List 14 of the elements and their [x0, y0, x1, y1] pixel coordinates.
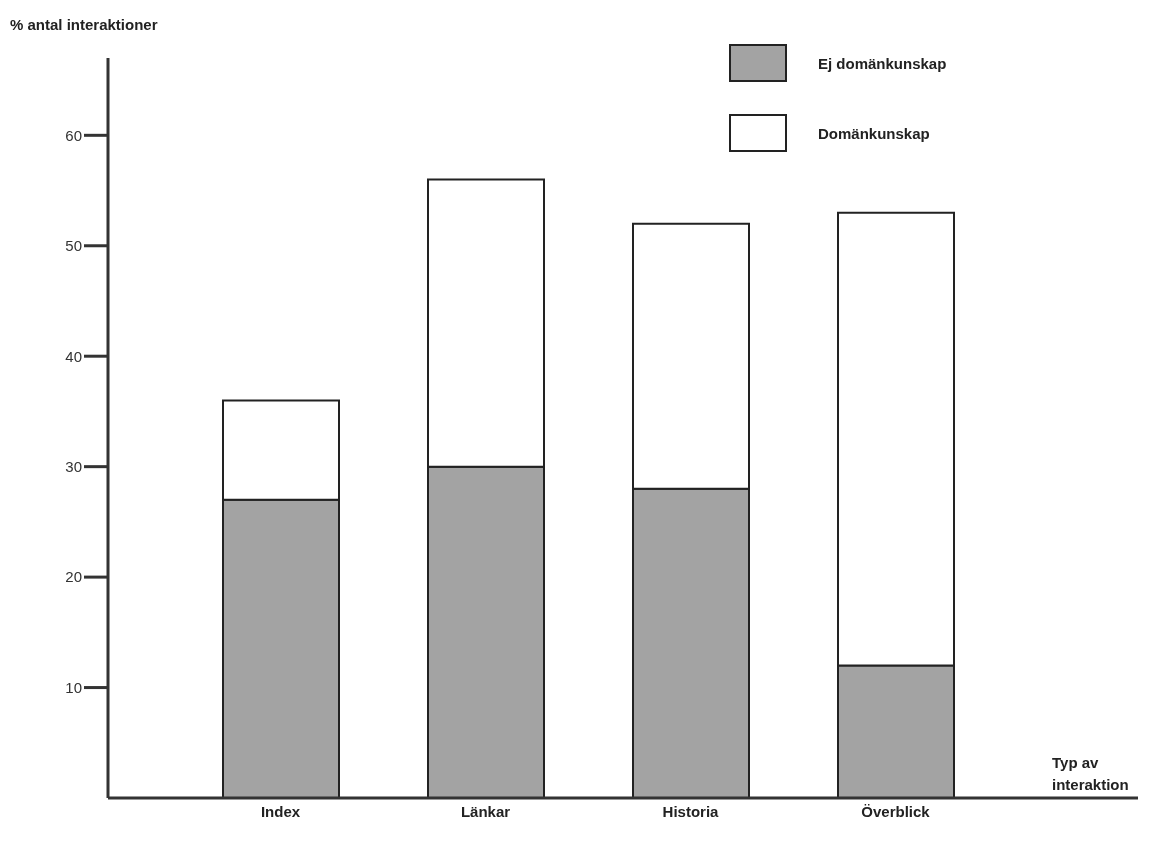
x-tick-label: Länkar	[460, 802, 511, 820]
x-tick-label: Överblick	[861, 802, 931, 820]
legend-label: Domänkunskap	[818, 124, 930, 142]
y-tick-label: 50	[65, 237, 82, 255]
x-tick-label: Index	[260, 802, 301, 820]
y-tick-label: 20	[65, 568, 82, 586]
legend-label: Ej domänkunskap	[818, 54, 947, 72]
y-tick-label: 10	[65, 678, 82, 696]
y-axis-title: % antal interaktioner	[10, 16, 158, 33]
y-tick-label: 40	[65, 347, 82, 365]
y-tick-label: 30	[65, 457, 82, 475]
x-tick-label: Historia	[662, 802, 720, 820]
y-tick-label: 60	[65, 126, 82, 144]
x-axis-title: Typ av interaktion	[1052, 754, 1129, 793]
